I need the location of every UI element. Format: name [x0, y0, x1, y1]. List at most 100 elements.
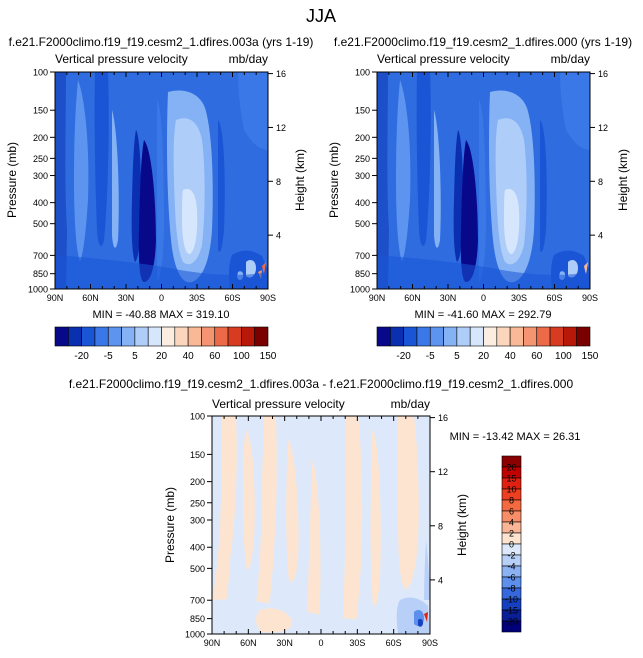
x-tick-label: 60N: [240, 638, 257, 648]
panel-subtitle-left: Vertical pressure velocity: [377, 52, 510, 66]
y-tick-label: 500: [355, 219, 370, 229]
colorbar-swatch: [147, 326, 162, 347]
colorbar: -20 -5 5 20 40 60 100 150: [376, 326, 599, 362]
y-axis-label: Pressure (mb): [163, 487, 177, 563]
y-right-tick-label: 16: [438, 413, 448, 423]
y-tick-label: 700: [190, 596, 205, 606]
figure-title: JJA: [306, 6, 336, 26]
colorbar-label: 60: [209, 351, 221, 362]
colorbar: -20 -5 5 20 40 60 100 150: [54, 326, 277, 362]
y-tick-label: 200: [33, 133, 48, 143]
panel-subtitle-right: mb/day: [551, 52, 590, 66]
y-tick-label: 500: [190, 564, 205, 574]
colorbar-swatch: [523, 326, 538, 347]
x-tick-label: 60S: [386, 638, 402, 648]
y-tick-label: 1000: [28, 285, 48, 295]
colorbar-label: -5: [426, 351, 435, 362]
colorbar-swatch: [563, 326, 577, 347]
colorbar-label: -2: [507, 551, 515, 561]
x-tick-label: 90N: [204, 638, 221, 648]
colorbar-label: 6: [509, 507, 514, 517]
y-right-tick-label: 12: [276, 123, 286, 133]
colorbar-swatch: [416, 326, 431, 347]
y-tick-label: 850: [190, 614, 205, 624]
colorbar-swatch: [121, 326, 136, 347]
colorbar-label: 150: [260, 351, 277, 362]
colorbar-label: -15: [505, 606, 518, 616]
panel-subtitle-left: Vertical pressure velocity: [212, 397, 345, 411]
y-right-tick-label: 4: [438, 575, 443, 585]
colorbar-swatch: [509, 326, 524, 347]
contour-field: [377, 72, 590, 289]
y-tick-label: 400: [355, 198, 370, 208]
y-right-tick-label: 8: [438, 521, 443, 531]
colorbar-swatch: [107, 326, 122, 347]
y-right-tick-label: 8: [276, 177, 281, 187]
x-tick-label: 90N: [369, 293, 386, 303]
colorbar-label: -20: [396, 351, 411, 362]
x-tick-label: 90S: [582, 293, 598, 303]
x-tick-label: 60N: [82, 293, 99, 303]
colorbar-swatch: [254, 326, 269, 347]
colorbar-swatch: [549, 326, 564, 347]
colorbar-label: 100: [555, 351, 572, 362]
chart-top-right: f.e21.F2000climo.f19_f19.cesm2_1.dfires.…: [327, 35, 632, 362]
panel-title: f.e21.F2000climo.f19_f19.cesm2_1.dfires.…: [9, 35, 314, 49]
y-tick-label: 1000: [185, 630, 205, 640]
colorbar-swatch: [456, 326, 471, 347]
y-tick-label: 1000: [350, 285, 370, 295]
chart-top-left: f.e21.F2000climo.f19_f19.cesm2_1.dfires.…: [5, 35, 313, 362]
y-right-axis-label: Height (km): [293, 149, 307, 211]
colorbar-label: 40: [183, 351, 195, 362]
colorbar-label: 20: [156, 351, 168, 362]
y-tick-label: 700: [355, 251, 370, 261]
x-tick-label: 0: [481, 293, 486, 303]
colorbar-label: 20: [506, 463, 516, 473]
colorbar-swatch: [501, 620, 522, 633]
colorbar-label: 100: [233, 351, 250, 362]
colorbar-label: 15: [506, 474, 516, 484]
y-tick-label: 250: [355, 154, 370, 164]
y-right-tick-label: 4: [598, 231, 603, 241]
y-tick-label: 400: [190, 543, 205, 553]
y-tick-label: 150: [355, 106, 370, 116]
colorbar-label: -4: [507, 562, 515, 572]
colorbar-swatch: [443, 326, 458, 347]
x-tick-label: 90S: [260, 293, 276, 303]
colorbar-label: 10: [506, 485, 516, 495]
colorbar-swatch: [81, 326, 96, 347]
x-tick-label: 60N: [404, 293, 421, 303]
x-tick-label: 0: [159, 293, 164, 303]
x-tick-label: 30S: [189, 293, 205, 303]
colorbar-label: 150: [582, 351, 599, 362]
colorbar-label: -20: [74, 351, 89, 362]
colorbar-label: 2: [509, 529, 514, 539]
colorbar-swatch: [429, 326, 444, 347]
contour-field: [55, 72, 268, 289]
colorbar-swatch: [134, 326, 149, 347]
x-tick-label: 90S: [422, 638, 438, 648]
colorbar-swatch: [576, 326, 591, 347]
y-tick-label: 250: [190, 498, 205, 508]
panel-title: f.e21.F2000climo.f19_f19.cesm2_1.dfires.…: [69, 377, 574, 391]
x-tick-label: 30S: [349, 638, 365, 648]
y-tick-label: 100: [190, 412, 205, 422]
panel-title: f.e21.F2000climo.f19_f19.cesm2_1.dfires.…: [334, 35, 632, 49]
colorbar-swatch: [496, 326, 511, 347]
colorbar-swatch: [68, 326, 82, 347]
colorbar-label: 5: [132, 351, 138, 362]
y-right-tick-label: 16: [598, 69, 608, 79]
panel-subtitle-left: Vertical pressure velocity: [55, 52, 188, 66]
colorbar-swatch: [483, 326, 498, 347]
y-tick-label: 200: [355, 133, 370, 143]
x-tick-label: 0: [318, 638, 323, 648]
colorbar-swatch: [390, 326, 404, 347]
y-tick-label: 300: [355, 171, 370, 181]
colorbar-swatch: [94, 326, 109, 347]
y-right-tick-label: 12: [598, 123, 608, 133]
x-tick-label: 60S: [546, 293, 562, 303]
colorbar-label: -10: [505, 595, 518, 605]
y-tick-label: 200: [190, 477, 205, 487]
